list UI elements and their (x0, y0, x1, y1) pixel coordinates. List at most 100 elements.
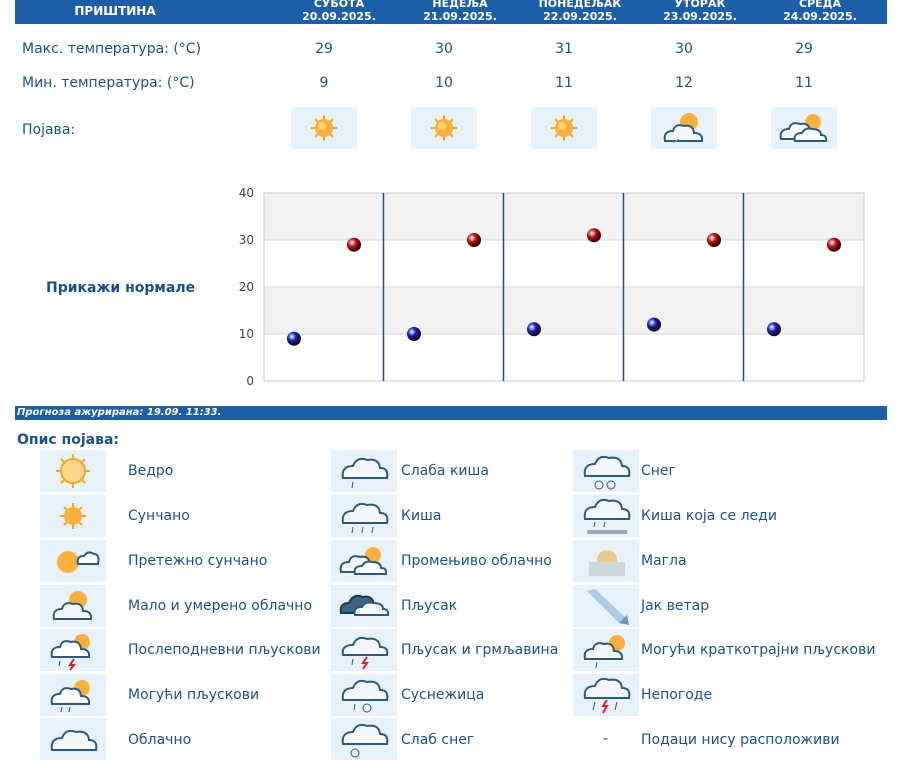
thunder-shower-icon (331, 629, 397, 671)
no-data-dash: - (603, 731, 609, 747)
max-temp-value: 31 (555, 41, 573, 57)
show-normals-link[interactable]: Прикажи нормале (46, 280, 196, 296)
legend-label: Суснежица (401, 687, 485, 703)
legend-label: Снег (641, 463, 676, 479)
storm-icon (573, 674, 639, 716)
legend-label: Подаци нису расположиви (641, 732, 840, 748)
afternoon-showers-icon (40, 629, 106, 671)
forecast-updated: Прогноза ажурирана: 19.09. 11:33. (15, 406, 887, 420)
min-temp-value: 9 (319, 75, 329, 91)
max-temp-point (587, 228, 601, 243)
max-temp-point (347, 237, 361, 252)
day-name: СУБОТА (313, 0, 365, 10)
possible-showers-icon (40, 674, 106, 716)
chart-tick-label: 20 (239, 280, 254, 294)
legend-label: Сунчано (128, 508, 190, 524)
brief-showers-icon (573, 629, 639, 671)
legend-title: Опис појава: (17, 432, 119, 448)
chart-band (264, 193, 864, 240)
legend-label: Послеподневни пљускови (128, 642, 321, 658)
legend-label: Облачно (128, 732, 192, 748)
min-temp-point (647, 317, 661, 332)
min-temp-value: 11 (555, 75, 573, 91)
chart-tick-label: 10 (239, 327, 254, 341)
strong-wind-icon (573, 585, 639, 627)
chart-band (264, 240, 864, 287)
min-temp-point (287, 331, 301, 346)
partly-cloudy-icon (651, 107, 717, 149)
max-temp-value: 30 (435, 41, 453, 57)
day-header-2: НЕДЕЉА 21.09.2025. (400, 0, 520, 23)
legend-label: Киша која се леди (641, 508, 777, 524)
day-date: 21.09.2025. (423, 10, 497, 23)
fog-icon (573, 540, 639, 582)
phenomenon-label: Појава: (22, 122, 76, 138)
legend-label: Претежно сунчано (128, 553, 268, 569)
day-header-4: УТОРАК 23.09.2025. (640, 0, 760, 23)
legend-label: Мало и умерено облачно (128, 598, 313, 614)
legend-label: Слаб снег (401, 732, 475, 748)
min-temp-point (407, 327, 421, 341)
chart-band (264, 287, 864, 334)
max-temp-value: 29 (315, 41, 333, 57)
sleet-icon (331, 674, 397, 716)
mostly-sunny-icon (40, 540, 106, 582)
light-snow-icon (331, 718, 397, 760)
day-date: 23.09.2025. (663, 10, 737, 23)
day-name: УТОРАК (674, 0, 726, 10)
min-temp-value: 12 (675, 75, 693, 91)
chart-band (264, 334, 864, 381)
legend-label: Слаба киша (401, 463, 489, 479)
day-name: НЕДЕЉА (432, 0, 488, 10)
legend-label: Могући краткотрајни пљускови (641, 642, 876, 658)
rain-icon (331, 495, 397, 537)
day-header-5: СРЕДА 24.09.2025. (760, 0, 880, 23)
sunny-icon (40, 495, 106, 537)
max-temp-value: 29 (795, 41, 813, 57)
legend-label: Могући пљускови (128, 687, 260, 703)
day-name: СРЕДА (799, 0, 841, 10)
day-date: 24.09.2025. (783, 10, 857, 23)
day-date: 22.09.2025. (543, 10, 617, 23)
temperature-chart: 0 10 20 30 40 (239, 186, 865, 388)
min-temp-label: Мин. температура: (°C) (22, 75, 195, 91)
light-rain-icon (331, 450, 397, 492)
legend-label: Киша (401, 508, 442, 524)
day-name: ПОНЕДЕЉАК (538, 0, 622, 10)
chart-tick-label: 30 (239, 233, 254, 247)
day-date: 20.09.2025. (302, 10, 376, 23)
legend-label: Магла (641, 553, 687, 569)
min-temp-point (527, 322, 541, 337)
chart-tick-label: 0 (246, 374, 254, 388)
min-temp-value: 10 (435, 75, 453, 91)
max-temp-label: Макс. температура: (°C) (22, 41, 202, 57)
chart-tick-label: 40 (239, 186, 254, 200)
max-temp-value: 30 (675, 41, 693, 57)
legend-label: Ведро (128, 463, 174, 479)
day-header-3: ПОНЕДЕЉАК 22.09.2025. (520, 0, 640, 23)
legend-label: Пљусак (401, 598, 458, 614)
chart-frame (263, 192, 865, 382)
partly-cloudy-icon (40, 585, 106, 627)
legend-label: Јак ветар (641, 598, 710, 614)
max-temp-point (707, 233, 721, 247)
day-header-1: СУБОТА 20.09.2025. (279, 0, 399, 23)
variable-cloudy-icon (771, 107, 837, 149)
min-temp-value: 11 (795, 75, 813, 91)
freezing-rain-icon (573, 495, 639, 537)
sunny-icon (531, 107, 597, 149)
city-name: ПРИШТИНА (74, 4, 156, 18)
max-temp-point (467, 233, 481, 247)
sunny-icon (291, 107, 357, 149)
legend-label: Пљусак и грмљавина (401, 642, 559, 658)
snow-icon (573, 450, 639, 492)
legend-label: Непогоде (641, 687, 713, 703)
max-temp-point (827, 237, 841, 252)
variable-cloudy-icon (331, 540, 397, 582)
sunny-icon (411, 107, 477, 149)
shower-icon (331, 585, 397, 627)
legend-label: Промењиво облачно (401, 553, 552, 569)
forecast-header: ПРИШТИНА СУБОТА 20.09.2025. НЕДЕЉА 21.09.2… (15, 0, 887, 24)
min-temp-point (767, 322, 781, 337)
clear-icon (40, 450, 106, 492)
